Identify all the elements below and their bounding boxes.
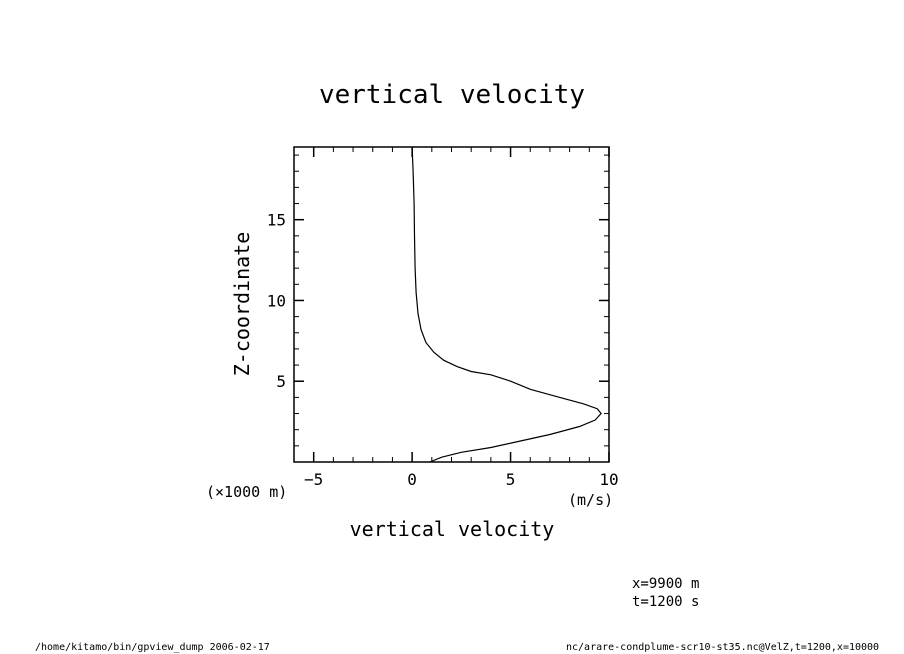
plot-frame [293, 146, 610, 463]
y-tick-label: 5 [276, 372, 286, 391]
x-tick-label: −5 [304, 470, 323, 489]
x-tick-label: 10 [599, 470, 618, 489]
y-axis-label: Z-coordinate [230, 232, 254, 377]
series-line-vertical-velocity [411, 146, 602, 463]
x-tick-label: 0 [407, 470, 417, 489]
footer-left: /home/kitamo/bin/gpview_dump 2006-02-17 [35, 642, 270, 653]
x-axis-units: (m/s) [568, 491, 613, 509]
y-tick-label: 15 [267, 211, 286, 230]
chart-title: vertical velocity [319, 80, 585, 110]
major-ticks [294, 147, 610, 462]
x-tick-label: 5 [506, 470, 516, 489]
minor-ticks [293, 147, 609, 462]
x-axis-label: vertical velocity [350, 517, 555, 541]
tick-labels: −5 0 5 10 5 10 15 [267, 211, 619, 489]
y-axis-units: (×1000 m) [206, 483, 287, 501]
y-tick-label: 10 [267, 291, 286, 310]
annotation-time: t=1200 s [632, 594, 699, 610]
annotation-position-x: x=9900 m [632, 576, 699, 592]
footer-right: nc/arare-condplume-scr10-st35.nc@VelZ,t=… [566, 642, 879, 653]
